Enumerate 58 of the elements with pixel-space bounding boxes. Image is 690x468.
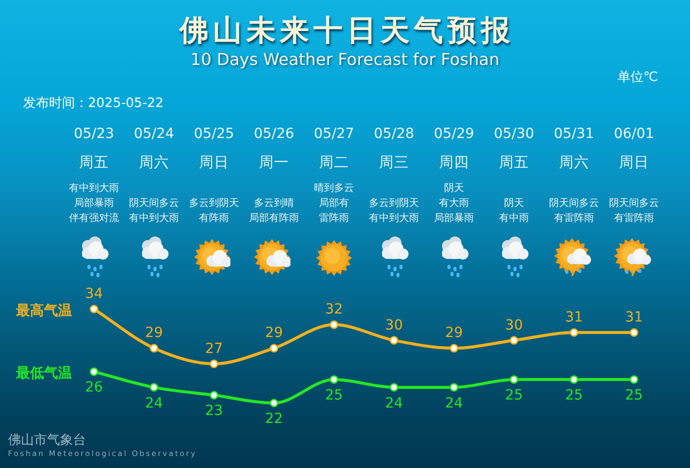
point: [450, 344, 458, 352]
annotation: 有中到大雨: [69, 183, 119, 194]
point: [510, 375, 518, 384]
point: [210, 360, 218, 368]
annotation: 局部暴雨: [74, 198, 114, 209]
annotation: 周六: [559, 155, 589, 171]
annotation: 局部有阵雨: [249, 213, 299, 224]
annotation: 有雷阵雨: [554, 213, 594, 224]
point: [330, 320, 338, 329]
point: [270, 344, 278, 352]
annotation: 有中到大雨: [369, 213, 419, 224]
annotation: 阴天间多云: [549, 198, 599, 209]
point: [390, 336, 398, 345]
annotation: 有大雨: [439, 198, 469, 209]
point: [210, 390, 218, 400]
point: [570, 328, 578, 337]
annotation: 周三: [379, 155, 409, 171]
point: [570, 375, 578, 384]
point: [510, 336, 518, 345]
annotation: 阴天间多云: [609, 198, 659, 209]
annotation: 多云到阴天: [369, 198, 419, 209]
point: [330, 375, 338, 384]
annotation: 周五: [499, 155, 529, 171]
annotation: 局部暴雨: [434, 213, 474, 224]
annotation: 周五: [79, 155, 109, 171]
annotation: 单位℃: [617, 70, 658, 85]
point: [630, 375, 638, 384]
annotation: 佛山市气象台: [8, 433, 86, 448]
title: 佛山未来十日天气预报: [180, 13, 514, 47]
annotation: 阴天间多云: [129, 198, 179, 209]
annotation: 周二: [319, 155, 349, 171]
point: [450, 383, 458, 392]
annotation: 阴天: [504, 198, 524, 209]
annotation: 周一: [259, 155, 289, 171]
annotation: 有中到大雨: [129, 213, 179, 224]
annotation: 多云到阴天: [189, 198, 239, 209]
annotation: 雷阵雨: [319, 213, 349, 224]
point: [90, 304, 98, 314]
subtitle: 10 Days Weather Forecast for Foshan: [190, 50, 500, 69]
point: [150, 344, 158, 352]
annotation: 阴天: [444, 183, 464, 194]
annotation: 多云到晴: [254, 198, 294, 209]
annotation: 伴有强对流: [69, 213, 119, 224]
annotation: 有阵雨: [199, 213, 229, 224]
annotation: 周四: [439, 155, 469, 171]
annotation: 局部有: [319, 198, 349, 209]
point: [630, 328, 638, 337]
point: [390, 383, 398, 392]
point: [270, 398, 278, 408]
annotation: 有中雨: [499, 213, 529, 224]
annotation: 周日: [199, 155, 229, 171]
annotation: 周日: [619, 155, 649, 171]
point: [150, 383, 158, 392]
annotation: 晴到多云: [314, 183, 354, 194]
point: [90, 367, 98, 376]
annotation: 有雷阵雨: [614, 213, 654, 224]
annotation: 发布时间：2025-05-22: [23, 96, 164, 111]
annotation: 周六: [139, 155, 169, 171]
